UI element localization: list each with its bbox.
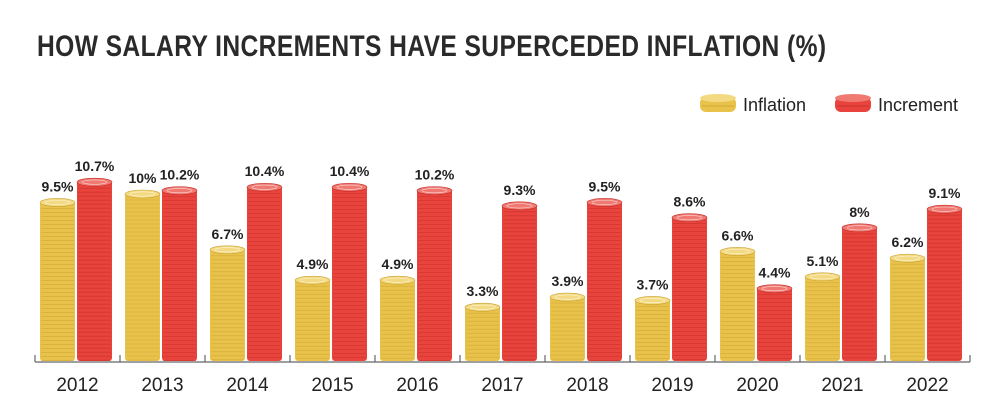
coin-icon — [700, 94, 736, 112]
bar-inflation-2021 — [804, 272, 841, 361]
data-label: 3.7% — [637, 276, 669, 292]
data-label: 3.3% — [467, 283, 499, 299]
x-tick-label: 2012 — [56, 375, 98, 396]
data-label: 9.5% — [589, 178, 621, 194]
data-label: 6.7% — [212, 226, 244, 242]
data-label: 5.1% — [807, 253, 839, 269]
bar-inflation-2014 — [209, 245, 246, 361]
data-label: 6.2% — [892, 234, 924, 250]
bar-increment-2013 — [161, 186, 198, 361]
bar-increment-2019 — [671, 213, 708, 361]
data-label: 10.7% — [75, 158, 115, 174]
bar-inflation-2022 — [889, 253, 926, 361]
chart-title: HOW SALARY INCREMENTS HAVE SUPERCEDED IN… — [37, 30, 827, 63]
bar-inflation-2013 — [124, 189, 161, 361]
x-tick-label: 2022 — [906, 375, 948, 396]
data-label: 10.4% — [330, 163, 370, 179]
data-label: 10.2% — [415, 167, 455, 183]
bar-inflation-2016 — [379, 275, 416, 361]
legend-label: Inflation — [743, 95, 806, 115]
data-label: 4.9% — [382, 256, 414, 272]
legend-item-inflation: Inflation — [700, 94, 806, 115]
bar-inflation-2019 — [634, 296, 671, 361]
data-label: 9.5% — [42, 178, 74, 194]
bar-increment-2018 — [586, 198, 623, 361]
data-label: 10.4% — [245, 163, 285, 179]
bar-inflation-2017 — [464, 302, 501, 361]
bar-increment-2022 — [926, 204, 963, 361]
data-label: 3.9% — [552, 273, 584, 289]
coin-icon — [835, 94, 871, 112]
x-tick-label: 2016 — [396, 375, 438, 396]
data-label: 8% — [849, 204, 870, 220]
bar-increment-2015 — [331, 182, 368, 361]
x-tick-label: 2017 — [481, 375, 523, 396]
x-tick-label: 2014 — [226, 375, 269, 396]
bar-inflation-2018 — [549, 292, 586, 361]
data-label: 10% — [128, 170, 157, 186]
data-label: 9.3% — [504, 182, 536, 198]
x-tick-label: 2021 — [821, 375, 863, 396]
bar-increment-2012 — [76, 177, 113, 361]
x-tick-label: 2013 — [141, 375, 183, 396]
bar-inflation-2020 — [719, 247, 756, 361]
legend-item-increment: Increment — [835, 94, 958, 115]
bar-increment-2014 — [246, 182, 283, 361]
bar-inflation-2012 — [39, 198, 76, 361]
x-tick-label: 2019 — [651, 375, 693, 396]
data-label: 10.2% — [160, 167, 200, 183]
bar-increment-2016 — [416, 186, 453, 361]
legend-label: Increment — [878, 95, 958, 115]
data-label: 4.9% — [297, 256, 329, 272]
bar-increment-2017 — [501, 201, 538, 361]
data-label: 8.6% — [674, 194, 706, 210]
data-label: 6.6% — [722, 227, 754, 243]
data-label: 9.1% — [929, 185, 961, 201]
data-label: 4.4% — [759, 265, 791, 281]
x-tick-label: 2015 — [311, 375, 353, 396]
bar-increment-2020 — [756, 284, 793, 361]
x-tick-label: 2020 — [736, 375, 778, 396]
bar-increment-2021 — [841, 223, 878, 361]
x-tick-label: 2018 — [566, 375, 608, 396]
bar-inflation-2015 — [294, 275, 331, 361]
